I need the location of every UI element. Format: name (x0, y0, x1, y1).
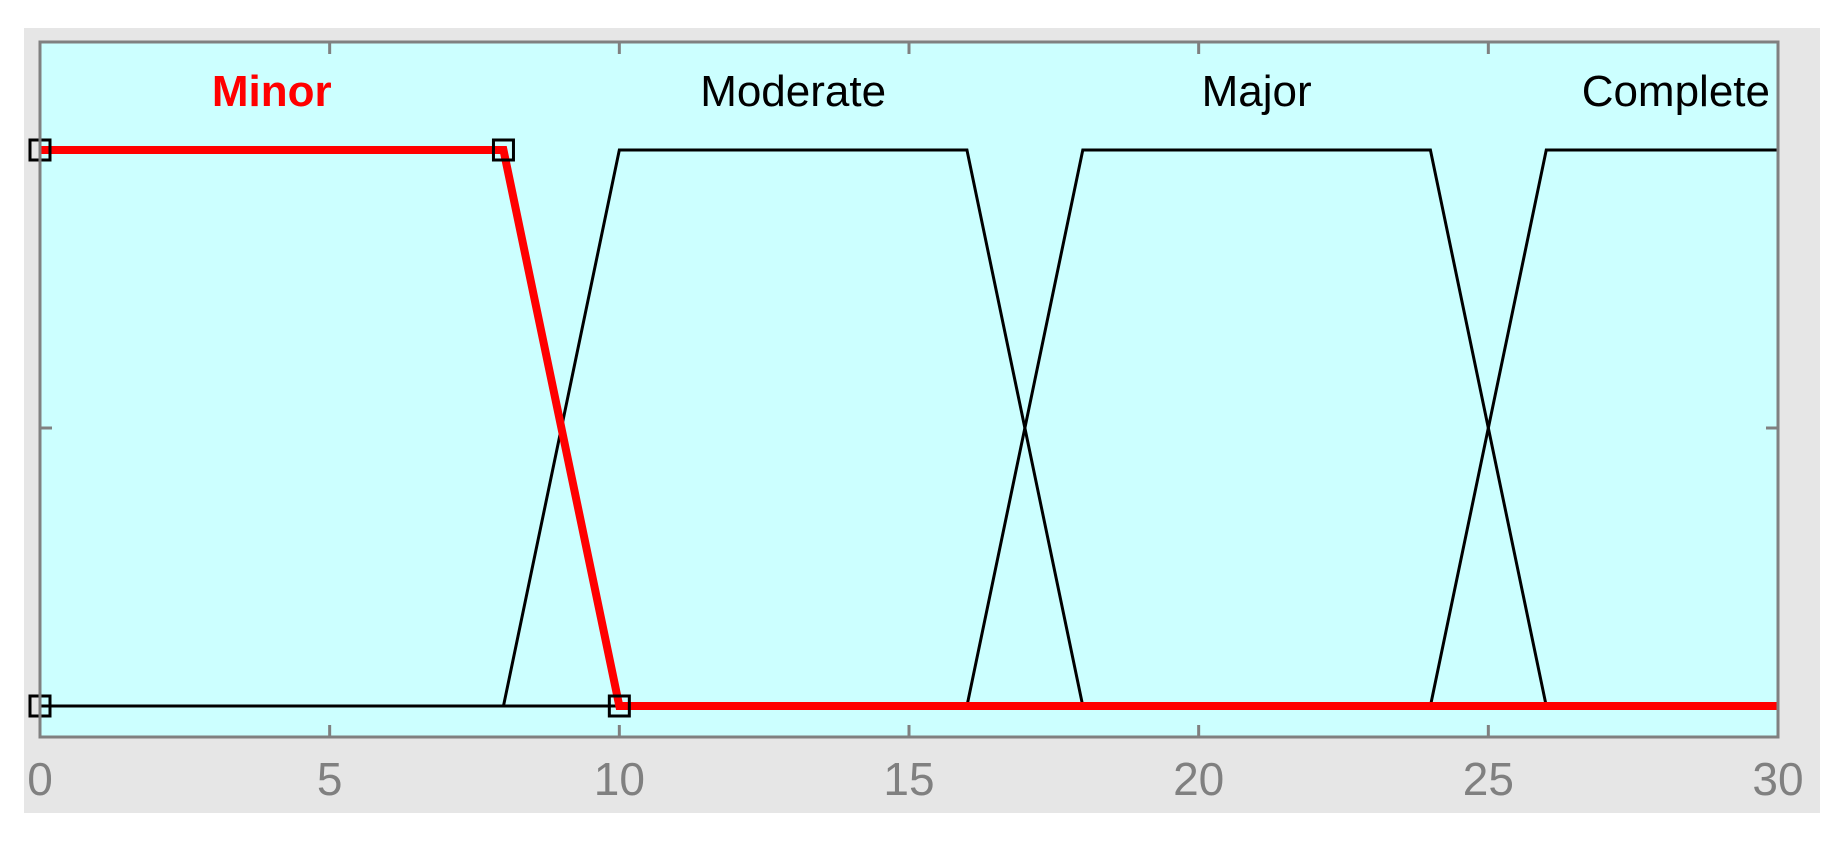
membership-curves (40, 146, 1778, 710)
x-tick-label: 20 (1173, 753, 1224, 805)
plot-area[interactable] (40, 42, 1778, 737)
x-tick-label: 10 (594, 753, 645, 805)
x-tick-label: 25 (1463, 753, 1514, 805)
mf-label-moderate[interactable]: Moderate (700, 67, 886, 116)
x-tick-labels: 0 5 10 15 20 25 30 (27, 753, 1803, 805)
x-tick-label: 0 (27, 753, 53, 805)
axes-frame (38, 40, 1780, 739)
x-tick-label: 15 (883, 753, 934, 805)
vertex-handle[interactable] (491, 138, 515, 162)
mf-label-minor[interactable]: Minor (212, 67, 332, 116)
curve-labels: Minor Moderate Major Complete (212, 67, 1770, 116)
mf-curve-minor[interactable] (40, 146, 1778, 710)
x-tick-label: 5 (317, 753, 343, 805)
vertex-handle[interactable] (607, 694, 631, 718)
x-tick-label: 30 (1752, 753, 1803, 805)
mf-label-complete[interactable]: Complete (1582, 67, 1770, 116)
mf-label-major[interactable]: Major (1202, 67, 1312, 116)
